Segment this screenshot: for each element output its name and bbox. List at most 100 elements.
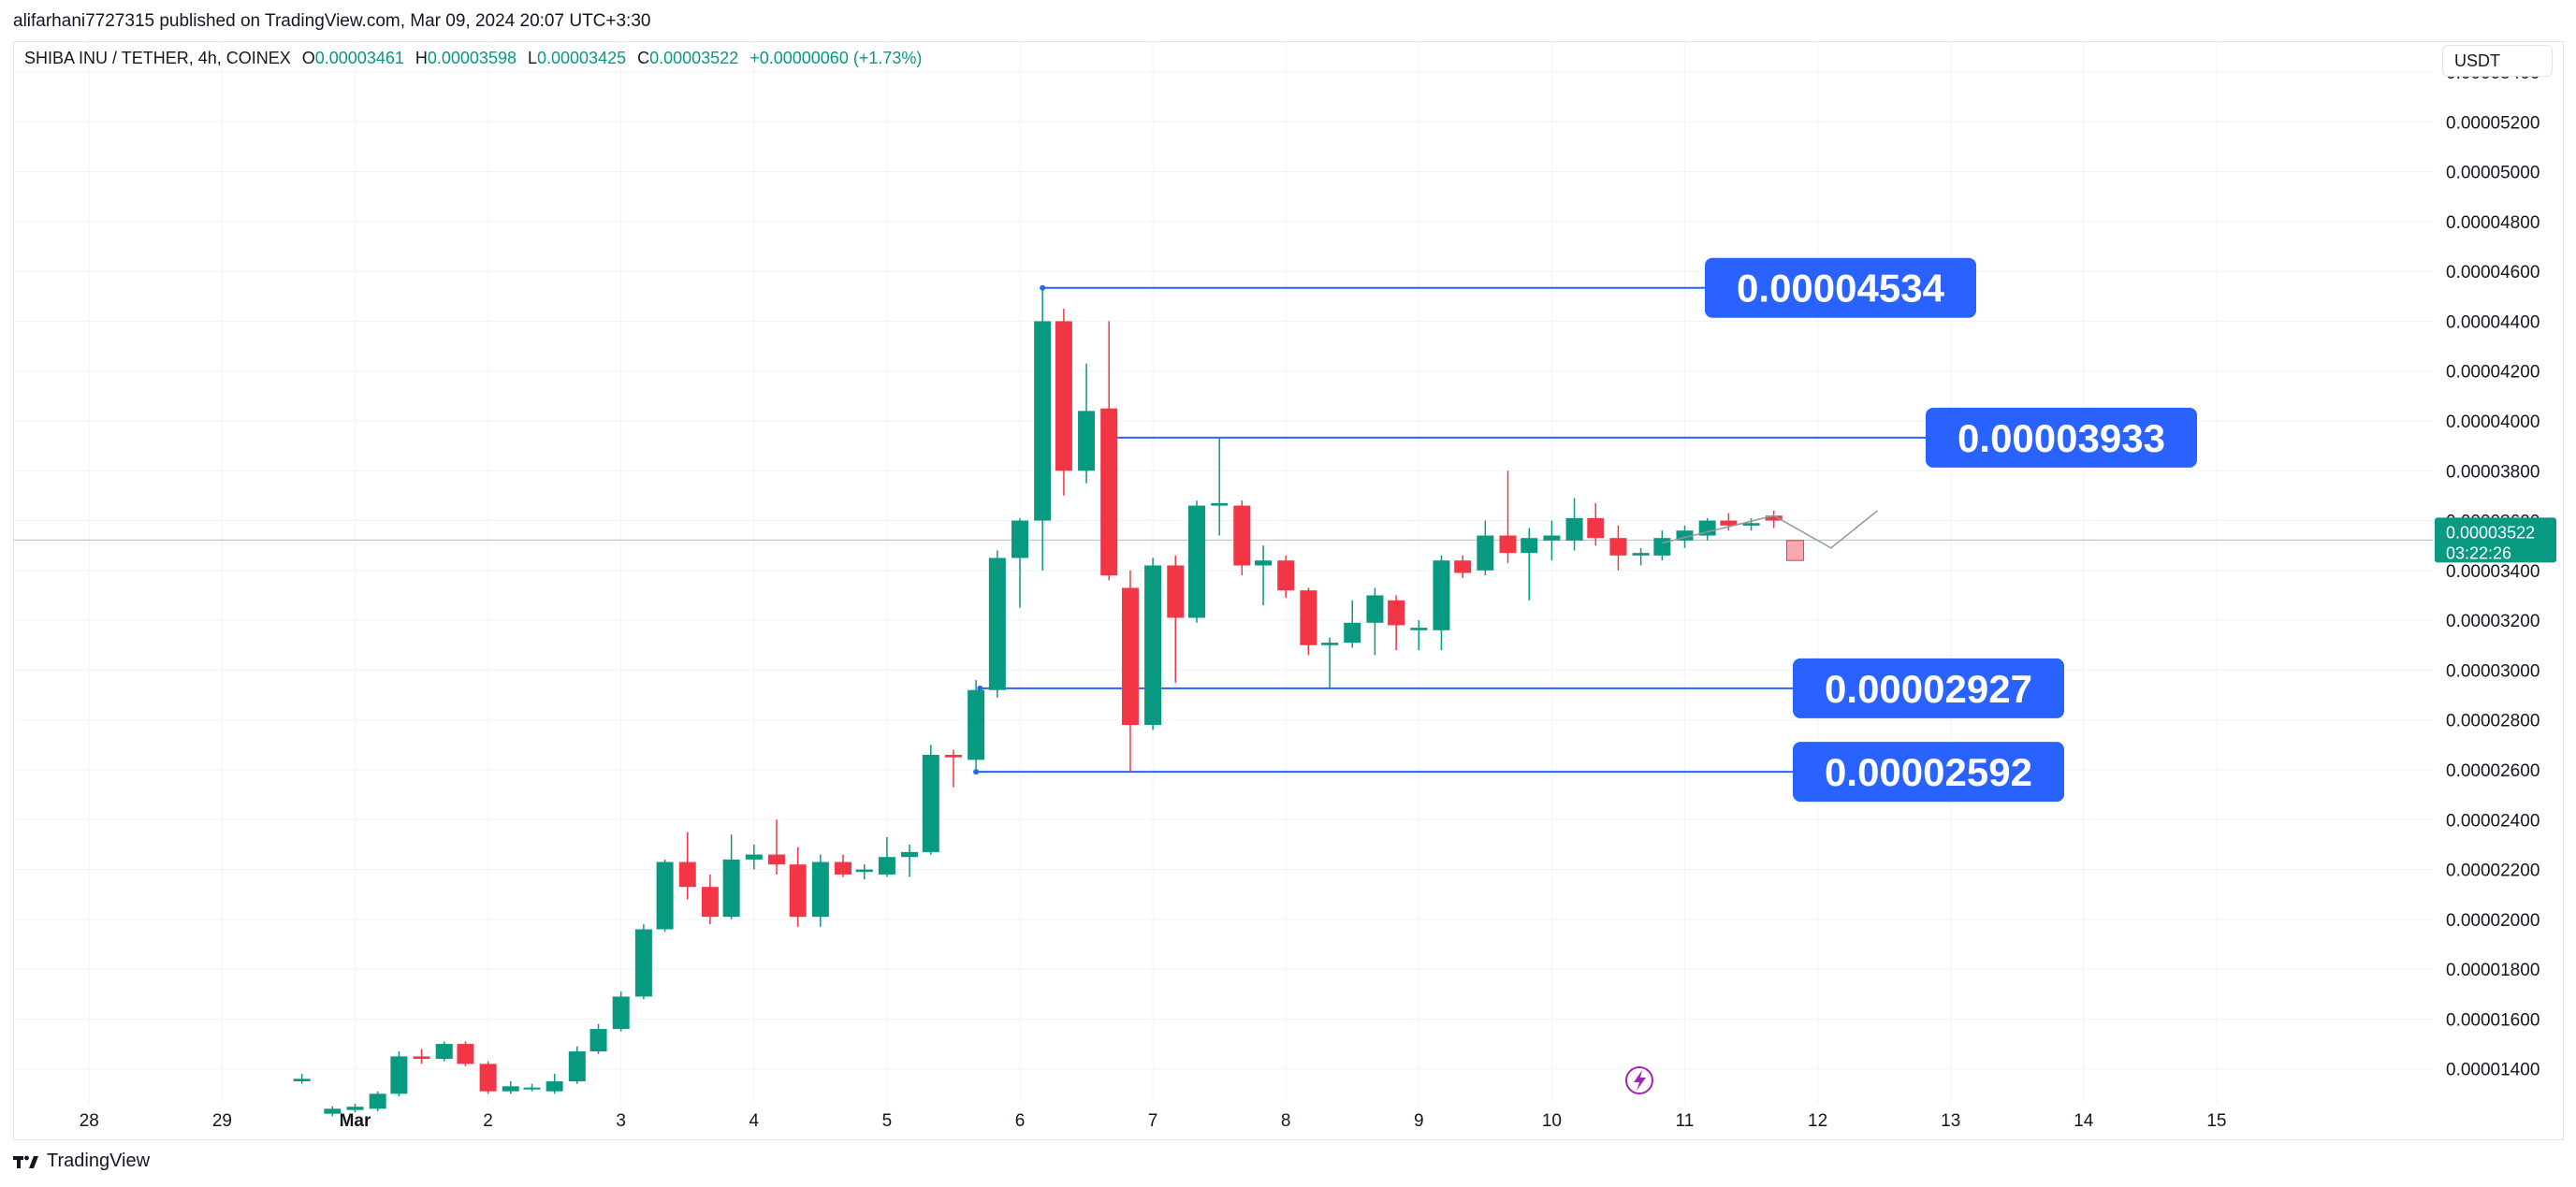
- current-price-label: 0.00003522: [2446, 523, 2535, 542]
- candle-up: [634, 929, 652, 997]
- candle-up: [811, 861, 829, 918]
- candle-down: [1100, 408, 1118, 576]
- lightning-shape: [1634, 1070, 1646, 1091]
- y-tick-label: 0.00001400: [2446, 1061, 2540, 1080]
- candle-down: [457, 1044, 474, 1064]
- y-tick-label: 0.00002200: [2446, 861, 2540, 881]
- candle-down: [944, 754, 962, 758]
- candle-up: [293, 1078, 311, 1082]
- close-value: 0.00003522: [649, 49, 739, 67]
- candle-up: [546, 1081, 563, 1092]
- candle-up: [435, 1044, 453, 1060]
- candles: [293, 287, 1783, 1117]
- candle-down: [1300, 590, 1317, 645]
- low-label: L: [527, 49, 537, 67]
- candle-up: [346, 1107, 364, 1110]
- tradingview-brand: TradingView: [47, 1151, 151, 1171]
- event-lightning-icon[interactable]: [1625, 1066, 1653, 1094]
- candle-up: [1187, 505, 1205, 618]
- ohlc-legend: SHIBA INU / TETHER, 4h, COINEX O0.0000346…: [24, 49, 933, 68]
- y-tick-label: 0.00001800: [2446, 961, 2540, 980]
- currency-button[interactable]: USDT: [2442, 45, 2553, 77]
- y-tick-label: 0.00001600: [2446, 1010, 2540, 1030]
- high-label: H: [415, 49, 428, 67]
- low-value: 0.00003425: [537, 49, 627, 67]
- candle-down: [1454, 560, 1472, 573]
- candle-up: [523, 1087, 541, 1090]
- candle-up: [324, 1108, 342, 1114]
- x-tick-label: Mar: [340, 1111, 371, 1131]
- candle-down: [1121, 587, 1139, 726]
- x-tick-label: 10: [1542, 1111, 1562, 1131]
- candle-up: [722, 859, 740, 918]
- y-tick-label: 0.00003800: [2446, 462, 2540, 482]
- x-tick-label: 11: [1676, 1111, 1695, 1131]
- level-label: 0.00002592: [1825, 750, 2032, 794]
- levels: 0.00004534 0.00003933 0.00002927 0.00002592: [973, 257, 2197, 803]
- candle-up: [1078, 411, 1096, 471]
- candle-up: [1144, 565, 1162, 726]
- candle-up: [612, 996, 630, 1030]
- x-tick-label: 4: [750, 1111, 760, 1131]
- candle-up: [1410, 628, 1428, 630]
- chart-frame: [13, 41, 2564, 1140]
- candle-up: [390, 1056, 408, 1094]
- candle-up: [1521, 538, 1538, 554]
- candle-down: [678, 861, 696, 888]
- level-label: 0.00004534: [1737, 267, 1945, 311]
- candle-up: [1321, 643, 1339, 645]
- y-tick-label: 0.00002000: [2446, 911, 2540, 931]
- candle-up: [1011, 520, 1028, 558]
- y-tick-label: 0.00002800: [2446, 712, 2540, 731]
- y-tick-label: 0.00003200: [2446, 612, 2540, 631]
- tradingview-logo[interactable]: TradingView: [13, 1151, 150, 1172]
- candle-down: [767, 854, 785, 865]
- candle-up: [1366, 595, 1384, 623]
- level-label: 0.00003933: [1957, 416, 2165, 460]
- candle-down: [835, 861, 852, 875]
- candle-up: [922, 754, 939, 852]
- candle-down: [1499, 535, 1517, 554]
- y-tick-label: 0.00005000: [2446, 164, 2540, 183]
- projection-path: [1662, 510, 1879, 549]
- grid: [14, 42, 2433, 1104]
- candle-down: [1587, 517, 1605, 539]
- current-price-tag: [2435, 517, 2556, 563]
- projection: [1662, 510, 1879, 561]
- candle-up: [1565, 517, 1583, 541]
- close-label: C: [637, 49, 650, 67]
- x-tick-label: 14: [2074, 1111, 2094, 1131]
- candle-up: [1676, 530, 1694, 541]
- open-label: O: [301, 49, 315, 67]
- change-value: +0.00000060 (+1.73%): [750, 49, 923, 67]
- candle-down: [789, 864, 807, 918]
- candle-up: [1742, 523, 1760, 526]
- candle-down: [1167, 565, 1185, 618]
- x-tick-label: 5: [882, 1111, 893, 1131]
- candle-up: [1255, 560, 1273, 566]
- publisher-line: alifarhani7727315 published on TradingVi…: [13, 11, 651, 31]
- candle-up: [968, 689, 985, 760]
- candle-up: [1344, 622, 1361, 644]
- candle-up: [1477, 535, 1494, 571]
- y-tick-label: 0.00004000: [2446, 413, 2540, 432]
- candle-down: [1055, 321, 1072, 471]
- symbol-label[interactable]: SHIBA INU / TETHER, 4h, COINEX: [24, 49, 291, 67]
- x-tick-label: 12: [1808, 1111, 1827, 1131]
- y-tick-label: 0.00004800: [2446, 213, 2540, 233]
- candle-up: [1034, 321, 1052, 521]
- open-value: 0.00003461: [314, 49, 404, 67]
- level-label: 0.00002927: [1825, 667, 2032, 711]
- x-tick-label: 13: [1941, 1111, 1960, 1131]
- candle-up: [502, 1086, 519, 1092]
- countdown-label: 03:22:26: [2446, 543, 2511, 562]
- level-label-box: [1793, 658, 2064, 718]
- candle-up: [1653, 538, 1671, 556]
- candle-down: [1720, 520, 1738, 526]
- x-tick-label: 8: [1281, 1111, 1291, 1131]
- candle-up: [1211, 502, 1229, 506]
- y-tick-label: 0.00002400: [2446, 811, 2540, 831]
- x-tick-label: 28: [80, 1111, 99, 1131]
